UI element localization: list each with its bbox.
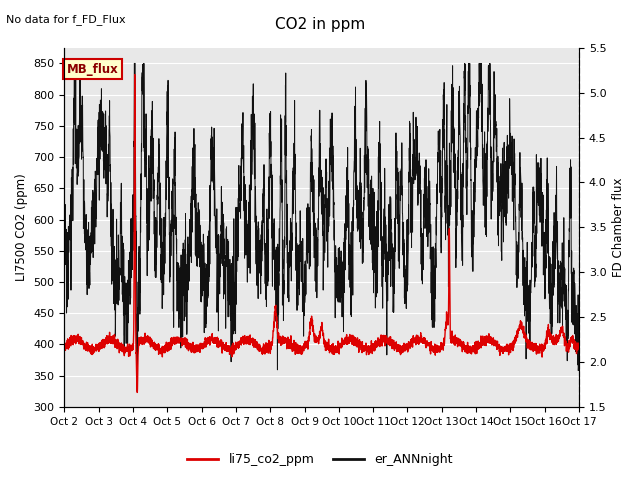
Y-axis label: LI7500 CO2 (ppm): LI7500 CO2 (ppm) — [15, 173, 28, 281]
Text: No data for f_FD_Flux: No data for f_FD_Flux — [6, 14, 126, 25]
Legend: li75_co2_ppm, er_ANNnight: li75_co2_ppm, er_ANNnight — [182, 448, 458, 471]
Text: MB_flux: MB_flux — [67, 63, 119, 76]
Text: CO2 in ppm: CO2 in ppm — [275, 17, 365, 32]
Y-axis label: FD Chamber flux: FD Chamber flux — [612, 178, 625, 277]
